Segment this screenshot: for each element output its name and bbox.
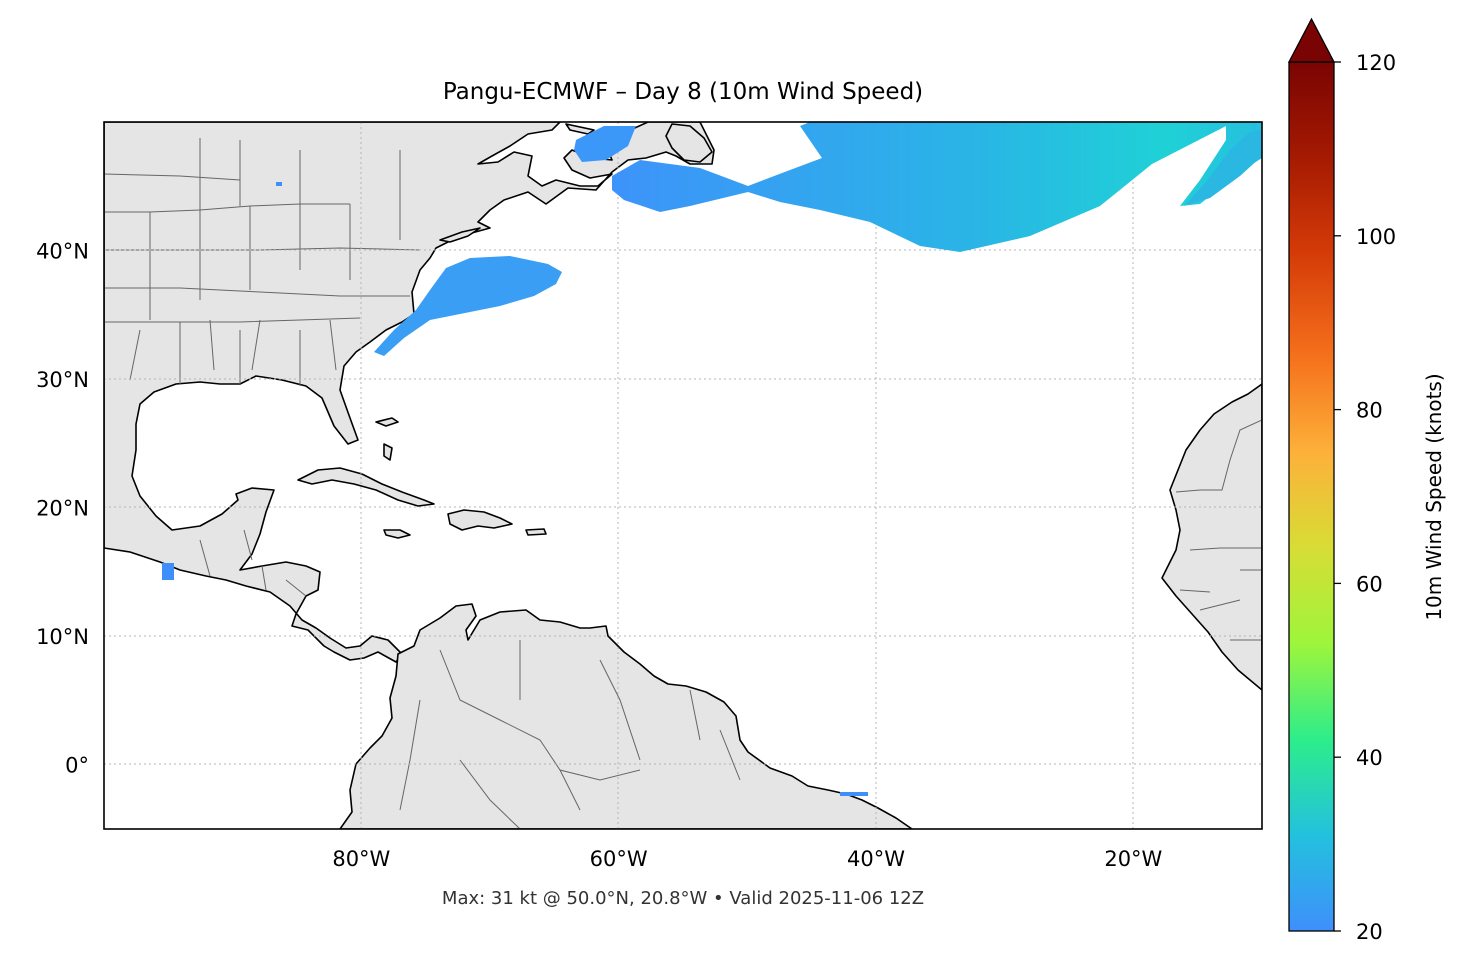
map-panel xyxy=(104,122,1262,829)
political-borders xyxy=(104,138,1262,829)
longitude-tick-labels: 80°W 60°W 40°W 20°W xyxy=(332,847,1162,871)
longitude-label-1: 60°W xyxy=(590,847,648,871)
colorbar-frame xyxy=(1288,61,1335,932)
land-long-island xyxy=(439,227,481,243)
wind-field-east-atlantic-streak xyxy=(1184,130,1262,206)
longitude-label-0: 80°W xyxy=(332,847,390,871)
colorbar-gradient xyxy=(1289,62,1334,931)
wind-field-pacific-dot xyxy=(162,563,174,580)
latitude-tick-labels: 40°N 30°N 20°N 10°N 0° xyxy=(36,240,89,778)
latitude-label-0: 40°N xyxy=(36,240,89,264)
land-puerto-rico xyxy=(525,528,547,536)
wind-field-gulf-st-lawrence xyxy=(574,126,636,162)
land-newfoundland xyxy=(665,123,713,163)
wind-field-great-lakes-dot xyxy=(276,182,282,186)
wind-field-north-atlantic-jet xyxy=(612,122,1262,252)
wind-field-us-east-coast xyxy=(374,256,562,356)
colorbar-tick-label-0: 20 xyxy=(1356,920,1383,944)
longitude-label-2: 40°W xyxy=(847,847,905,871)
latitude-label-3: 10°N xyxy=(36,625,89,649)
land-africa xyxy=(1161,383,1262,691)
land-cuba xyxy=(297,467,435,507)
colorbar-extend-max-triangle xyxy=(1287,17,1336,63)
land-jamaica xyxy=(383,529,411,539)
latitude-label-4: 0° xyxy=(65,754,89,778)
latitude-label-1: 30°N xyxy=(36,368,89,392)
colorbar-tick-label-3: 80 xyxy=(1356,399,1383,423)
colorbar: 20 40 60 80 100 120 10m Wind Speed (knots) xyxy=(1287,17,1446,944)
colorbar-tick-label-5: 120 xyxy=(1356,51,1396,75)
latitude-label-2: 20°N xyxy=(36,497,89,521)
footer-max-info: Max: 31 kt @ 50.0°N, 20.8°W • Valid 2025… xyxy=(442,888,924,909)
land-hispaniola xyxy=(447,509,513,531)
land-bahamas-2 xyxy=(383,443,393,461)
colorbar-label: 10m Wind Speed (knots) xyxy=(1422,373,1446,620)
wind-speed-fields xyxy=(162,122,1262,796)
map-title: Pangu-ECMWF – Day 8 (10m Wind Speed) xyxy=(443,79,923,105)
wind-field-brazil-dot xyxy=(840,792,868,796)
gridlines xyxy=(104,122,1262,829)
land-bahamas-1 xyxy=(375,417,399,427)
longitude-label-3: 20°W xyxy=(1104,847,1162,871)
map-frame xyxy=(103,121,1263,830)
colorbar-tick-label-1: 40 xyxy=(1356,746,1383,770)
colorbar-tick-label-4: 100 xyxy=(1356,225,1396,249)
colorbar-ticks: 20 40 60 80 100 120 xyxy=(1334,51,1396,944)
colorbar-tick-label-2: 60 xyxy=(1356,572,1383,596)
